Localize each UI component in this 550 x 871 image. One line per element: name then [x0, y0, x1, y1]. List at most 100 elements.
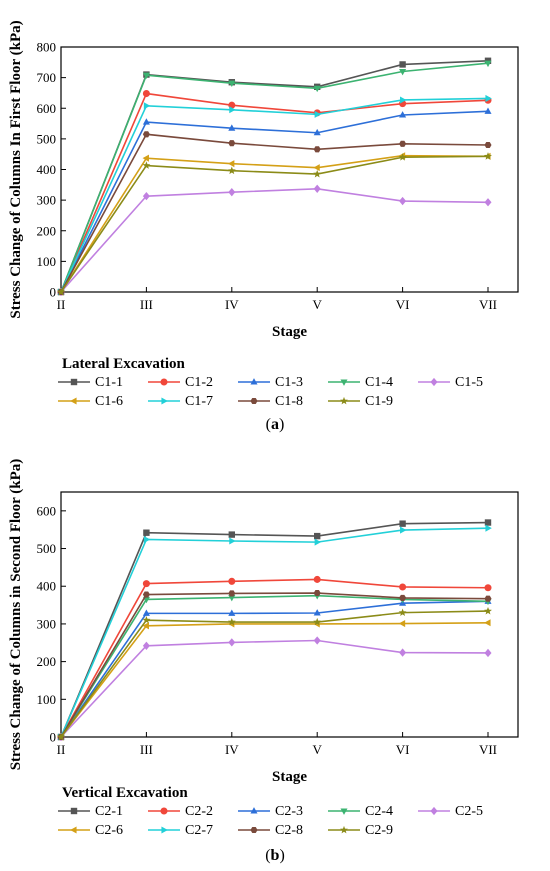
data-point [228, 638, 236, 647]
series-line [60, 621, 489, 738]
legend-swatch-marker [430, 806, 438, 816]
data-point [313, 85, 321, 93]
data-point [484, 60, 492, 68]
x-tick-label: VII [479, 297, 497, 312]
x-tick-label: V [313, 742, 323, 757]
data-point [142, 161, 151, 169]
legend-label: C1-3 [275, 375, 303, 390]
legend-item-C2-4: C2-4 [328, 804, 393, 819]
series-line [60, 521, 489, 738]
data-point [142, 191, 150, 201]
y-tick-label: 0 [50, 285, 57, 300]
data-point [227, 160, 235, 168]
y-tick-label: 800 [37, 40, 57, 55]
data-point [484, 152, 492, 160]
legend-title: Lateral Excavation [62, 356, 186, 372]
legend-swatch-marker [70, 397, 77, 405]
series-line [60, 59, 489, 293]
data-point [228, 124, 236, 131]
x-tick-label: III [140, 742, 153, 757]
y-tick-label: 600 [37, 101, 57, 116]
data-point [484, 619, 491, 627]
series-line [60, 592, 489, 738]
data-point [484, 141, 492, 149]
legend-item-C2-6: C2-6 [58, 823, 123, 838]
legend-swatch-marker [70, 826, 77, 834]
panel-caption: (a) [266, 416, 285, 433]
data-point [399, 648, 407, 657]
data-point [228, 590, 236, 597]
y-tick-label: 0 [50, 730, 57, 745]
series-line [60, 155, 489, 293]
y-tick-label: 400 [37, 162, 57, 177]
x-tick-label: IV [225, 742, 239, 757]
data-point [228, 609, 236, 616]
panel-caption: (b) [265, 847, 285, 864]
data-point [399, 594, 407, 601]
series-C1-9 [57, 152, 492, 296]
x-tick-label: II [57, 297, 66, 312]
y-tick-label: 400 [37, 579, 57, 594]
legend-label: C1-2 [185, 375, 213, 390]
legend-swatch-marker [250, 397, 258, 405]
data-point [142, 615, 151, 624]
series-C1-2 [57, 90, 492, 296]
series-C2-3 [57, 597, 492, 740]
data-point [484, 648, 492, 658]
legend-swatch-marker [430, 377, 438, 387]
data-point [313, 164, 320, 172]
plot-frame [60, 46, 519, 293]
legend-swatch-marker [161, 826, 168, 834]
x-tick-label: VI [396, 742, 410, 757]
data-point [399, 140, 407, 147]
series-line [60, 610, 489, 738]
data-point [313, 128, 321, 136]
data-point [142, 131, 150, 138]
data-point [313, 184, 321, 193]
y-tick-label: 200 [37, 223, 57, 238]
data-point [227, 166, 236, 175]
series-line [60, 92, 489, 293]
legend-label: C2-7 [185, 823, 213, 838]
series-line [60, 154, 489, 293]
legend-item-C1-2: C1-2 [148, 375, 213, 390]
y-tick-label: 500 [37, 541, 57, 556]
data-point [57, 732, 65, 741]
series-C1-8 [57, 131, 492, 296]
y-tick-label: 300 [37, 616, 57, 631]
series-line [60, 187, 489, 293]
y-tick-label: 700 [37, 70, 57, 85]
data-point [227, 617, 236, 626]
data-point [484, 606, 492, 615]
data-point [142, 609, 150, 616]
data-point [228, 188, 236, 197]
data-point [143, 535, 151, 544]
data-point [314, 532, 321, 540]
y-tick-label: 300 [37, 193, 57, 208]
data-point [228, 594, 236, 602]
legend-label: C1-7 [185, 394, 213, 409]
legend-label: C2-8 [275, 823, 303, 838]
legend-swatch-marker [70, 807, 78, 815]
data-point [398, 153, 407, 161]
data-point [57, 287, 65, 296]
data-point [142, 118, 150, 125]
x-tick-label: V [313, 297, 323, 312]
data-point [313, 609, 321, 616]
data-point [143, 102, 151, 110]
legend-label: C2-2 [185, 804, 213, 819]
x-axis-title: Stage [272, 324, 307, 340]
data-point [484, 584, 492, 592]
data-point [484, 107, 492, 114]
legend-label: C1-4 [365, 375, 393, 390]
legend-item-C1-1: C1-1 [58, 375, 123, 390]
legend-label: C1-6 [95, 394, 123, 409]
data-point [142, 154, 149, 162]
legend-item-C2-2: C2-2 [148, 804, 213, 819]
x-tick-label: VI [396, 297, 410, 312]
data-point [142, 580, 150, 588]
data-point [398, 608, 407, 616]
